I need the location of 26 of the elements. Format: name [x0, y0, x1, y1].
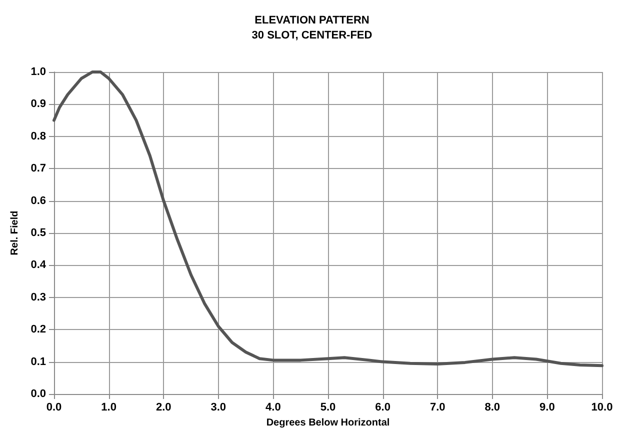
y-tick-label: 0.6	[30, 194, 46, 207]
x-tick-label: 5.0	[320, 402, 336, 414]
x-axis-title: Degrees Below Horizontal	[266, 418, 390, 428]
y-tick-label: 0.2	[30, 324, 46, 336]
y-tick-label: 0.0	[30, 388, 46, 400]
y-tick-label: 0.8	[30, 130, 46, 142]
y-tick-label: 0.5	[30, 227, 46, 239]
x-tick-label: 4.0	[266, 402, 281, 414]
y-tick-label: 0.1	[30, 356, 46, 368]
y-axis-title: Rel. Field	[9, 210, 20, 256]
y-tick-label: 0.3	[30, 291, 46, 304]
x-tick-label: 6.0	[375, 402, 390, 414]
x-tick-label: 1.0	[101, 402, 116, 414]
x-tick-label: 0.0	[46, 402, 62, 414]
y-tick-label: 1.0	[30, 66, 46, 78]
y-tick-label: 0.4	[30, 259, 47, 272]
x-tick-label: 9.0	[540, 402, 555, 414]
x-tick-label: 7.0	[430, 402, 446, 414]
x-tick-label: 2.0	[156, 402, 172, 414]
x-tick-label: 8.0	[484, 402, 500, 414]
x-tick-label: 10.0	[591, 402, 613, 414]
x-tick-label: 3.0	[210, 402, 226, 414]
chart-title: ELEVATION PATTERN	[254, 14, 370, 26]
chart-subtitle: 30 SLOT, CENTER-FED	[252, 30, 372, 42]
y-tick-label: 0.9	[30, 98, 46, 110]
y-tick-label: 0.7	[30, 162, 46, 175]
